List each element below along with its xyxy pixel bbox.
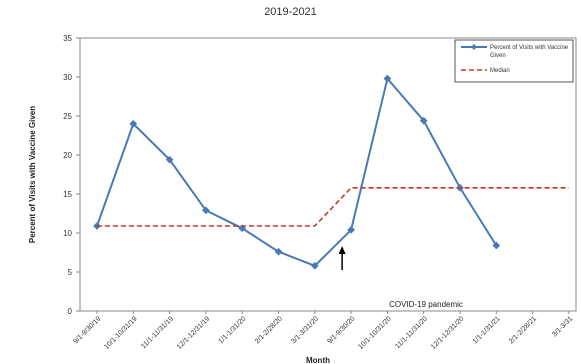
y-tick-label: 35 — [63, 34, 72, 43]
x-tick-label: 11/1-11/31/20 — [394, 315, 429, 350]
y-tick-label: 10 — [63, 229, 72, 238]
legend-label-median: Median — [490, 68, 510, 74]
data-point — [129, 119, 138, 128]
x-tick-label: 10/1-10/31/20 — [357, 315, 393, 351]
x-tick-label: 11/1-11/31/19 — [140, 315, 175, 350]
y-tick-label: 20 — [63, 151, 72, 160]
annotation-label: COVID-19 pandemic — [389, 300, 463, 309]
median-series-line — [97, 187, 569, 227]
visits-series-line — [96, 76, 498, 267]
legend-marker-visits — [471, 44, 477, 50]
y-tick-label: 25 — [63, 112, 72, 121]
chart-title: 2019-2021 — [264, 6, 317, 18]
x-tick-label: 1/1-1/31/20 — [218, 315, 248, 345]
data-point — [201, 206, 210, 215]
legend-label-visits: Percent of Visits with Vaccine Given — [490, 45, 569, 59]
data-point — [310, 261, 319, 270]
plot-area-frame — [79, 37, 577, 312]
x-tick-label: 2/1-2/28/20 — [254, 315, 284, 345]
y-tick-label: 30 — [63, 73, 72, 82]
x-tick-label: 9/1-9/30/19 — [72, 315, 102, 345]
x-tick-label: 9/1-9/30/20 — [327, 315, 357, 345]
x-tick-label: 12/1-12/31/19 — [176, 315, 212, 351]
data-point — [492, 241, 501, 250]
pandemic-arrow-head — [338, 246, 346, 254]
y-tick-label: 0 — [68, 307, 73, 316]
x-tick-label: 12/1-12/31/20 — [430, 315, 466, 351]
data-point — [274, 247, 283, 256]
data-point — [419, 116, 428, 125]
x-axis-label: Month — [306, 356, 330, 364]
data-point — [347, 225, 356, 234]
x-tick-label: 1/1-1/31/21 — [472, 315, 502, 345]
x-tick-label: 3/1-3/31/20 — [290, 315, 320, 345]
y-tick-label: 15 — [63, 190, 72, 199]
data-point — [165, 155, 174, 164]
data-point — [383, 74, 392, 83]
x-tick-label: 3/1-3/31 — [551, 315, 574, 338]
y-axis-label: Percent of Visits with Vaccine Given — [28, 106, 37, 243]
x-tick-label: 2/1-2/28/21 — [508, 315, 538, 345]
x-tick-label: 10/1-10/31/19 — [103, 315, 139, 351]
y-tick-label: 5 — [68, 268, 73, 277]
